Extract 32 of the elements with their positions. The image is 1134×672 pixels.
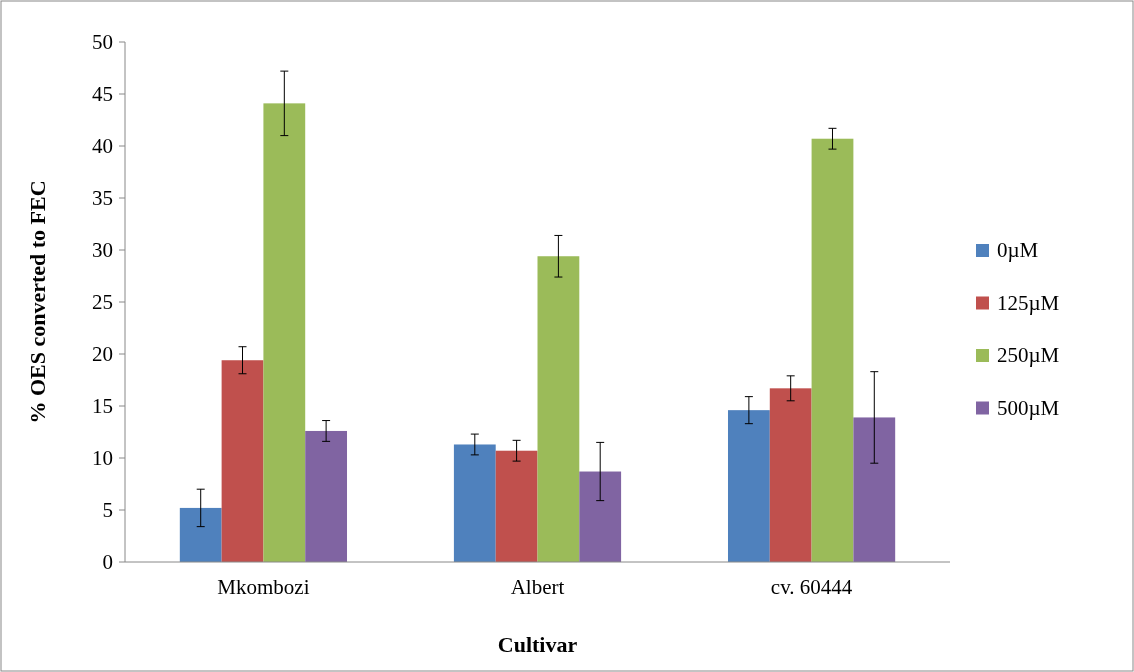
bar <box>495 450 538 562</box>
x-axis-title: Cultivar <box>497 632 578 657</box>
y-tick-label: 0 <box>102 550 113 575</box>
y-tick-label: 25 <box>92 290 113 315</box>
x-tick-label: Mkombozi <box>217 575 310 599</box>
y-tick-label: 45 <box>92 82 113 107</box>
y-tick-label: 20 <box>92 342 113 367</box>
bar <box>453 444 496 562</box>
bar <box>579 471 622 562</box>
y-tick-label: 35 <box>92 186 113 211</box>
bar <box>853 417 896 562</box>
legend-label: 500µM <box>997 395 1060 420</box>
bar <box>811 138 854 562</box>
bar <box>179 507 222 562</box>
x-tick-label: Albert <box>510 575 565 599</box>
bar <box>537 256 580 562</box>
y-tick-label: 30 <box>92 238 113 263</box>
legend-label: 125µM <box>997 290 1060 315</box>
bar <box>769 388 812 562</box>
y-tick-label: 10 <box>92 446 113 471</box>
x-tick-label: cv. 60444 <box>770 575 853 599</box>
y-tick-label: 50 <box>92 30 113 55</box>
y-tick-label: 15 <box>92 394 113 419</box>
bar <box>727 410 770 562</box>
y-axis-title: % OES converted to FEC <box>25 180 50 424</box>
y-tick-label: 40 <box>92 134 113 159</box>
legend-label: 0µM <box>997 238 1039 263</box>
bar <box>221 360 264 562</box>
y-tick-label: 5 <box>102 498 113 523</box>
bar <box>263 103 306 562</box>
legend-label: 250µM <box>997 343 1060 368</box>
bar <box>305 430 348 562</box>
